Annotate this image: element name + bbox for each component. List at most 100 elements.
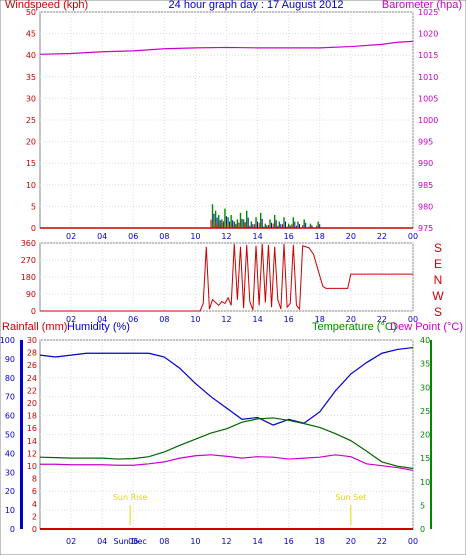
temperature-tick-label: 0 [420, 525, 425, 534]
x-tick-label: 14 [252, 537, 262, 546]
temperature-axis-bar [430, 340, 432, 529]
chart-title: 24 hour graph day : 17 August 2012 [169, 0, 344, 11]
barometer-tick-label: 1000 [418, 116, 438, 125]
rainfall-tick-label: 16 [27, 424, 37, 433]
x-tick-label: 08 [159, 315, 169, 324]
windspeed-tick-label: 50 [26, 8, 36, 17]
x-tick-label: 14 [252, 315, 262, 324]
temperature-tick-label: 5 [420, 501, 425, 510]
panel1-left-ticks: 0 5 10 15 20 25 30 35 40 45 50 [26, 8, 36, 233]
x-tick-label: 06 [128, 537, 138, 546]
dewpoint-line [40, 454, 414, 472]
panel3-x-ticks: 02 04 06 08 10 12 14 16 18 20 22 00 [66, 537, 418, 546]
temperature-tick-label: 40 [420, 336, 430, 345]
direction-tick-label: 90 [26, 290, 36, 299]
x-tick-label: 14 [252, 232, 262, 241]
x-tick-label: 08 [159, 232, 169, 241]
sun-markers: Sun Rise Sun Set Sun Dec [113, 493, 366, 546]
windspeed-tick-label: 45 [26, 30, 36, 39]
temperature-axis-label: Temperature (°C) [312, 321, 396, 333]
humidity-tick-label: 60 [5, 412, 15, 421]
windspeed-tick-label: 20 [26, 138, 36, 147]
x-tick-label: 10 [190, 232, 200, 241]
panel2-series [40, 243, 413, 312]
x-tick-label: 02 [66, 537, 76, 546]
x-tick-label: 08 [159, 537, 169, 546]
x-tick-label: 22 [377, 315, 387, 324]
windspeed-tick-label: 15 [26, 159, 36, 168]
compass-label: S [434, 305, 442, 319]
temperature-ticks: 0 5 10 15 20 25 30 35 40 [420, 336, 430, 534]
windspeed-tick-label: 10 [26, 181, 36, 190]
rainfall-tick-label: 26 [27, 361, 37, 370]
x-tick-label: 18 [315, 537, 325, 546]
sunrise-label: Sun Rise [113, 493, 148, 502]
windspeed-tick-label: 5 [31, 202, 36, 211]
humidity-tick-label: 70 [5, 393, 15, 402]
panel1-grid [40, 11, 414, 229]
temperature-tick-label: 35 [420, 360, 430, 369]
barometer-tick-label: 990 [418, 159, 433, 168]
rainfall-tick-label: 6 [32, 487, 37, 496]
compass-label: N [434, 273, 443, 287]
sunset-label: Sun Set [335, 493, 366, 502]
windspeed-axis-label: Windspeed (kph) [5, 0, 88, 11]
x-tick-label: 18 [315, 232, 325, 241]
x-tick-label: 20 [346, 315, 356, 324]
x-tick-label: 04 [97, 232, 107, 241]
x-tick-label: 12 [221, 232, 231, 241]
direction-tick-label: 0 [31, 307, 36, 316]
wind-direction-line [40, 243, 413, 312]
barometer-tick-label: 1025 [418, 8, 438, 17]
barometer-tick-label: 1010 [418, 73, 438, 82]
rainfall-tick-label: 22 [27, 386, 37, 395]
humidity-axis-bar [20, 340, 23, 529]
barometer-tick-label: 975 [418, 224, 433, 233]
x-tick-label: 00 [408, 537, 418, 546]
humidity-line [39, 346, 414, 426]
temperature-tick-label: 25 [420, 407, 430, 416]
barometer-tick-label: 1005 [418, 94, 438, 103]
rainfall-tick-label: 0 [32, 525, 37, 534]
rainfall-tick-label: 28 [27, 349, 37, 358]
rainfall-axis-label: Rainfall (mm) [2, 321, 67, 333]
panel3-series [39, 346, 414, 530]
compass-label: E [434, 257, 442, 271]
panel1-x-ticks: 02 04 06 08 10 12 14 16 18 20 22 00 [66, 232, 418, 241]
humidity-tick-label: 80 [5, 374, 15, 383]
x-tick-label: 22 [377, 537, 387, 546]
windspeed-tick-label: 40 [26, 51, 36, 60]
x-tick-label: 22 [377, 232, 387, 241]
compass-label: W [432, 289, 444, 303]
temperature-tick-label: 30 [420, 383, 430, 392]
x-tick-label: 12 [221, 315, 231, 324]
x-tick-label: 00 [408, 315, 418, 324]
x-tick-label: 10 [190, 315, 200, 324]
x-tick-label: 04 [97, 315, 107, 324]
humidity-tick-label: 50 [5, 431, 15, 440]
x-tick-label: 02 [66, 232, 76, 241]
humidity-tick-label: 100 [0, 336, 15, 345]
x-tick-label: 00 [408, 232, 418, 241]
x-tick-label: 16 [284, 537, 294, 546]
x-tick-label: 16 [284, 315, 294, 324]
panel2-x-ticks: 02 04 06 08 10 12 14 16 18 20 22 00 [66, 315, 418, 324]
rainfall-tick-label: 14 [27, 437, 37, 446]
x-tick-label: 20 [346, 232, 356, 241]
humidity-tick-label: 10 [5, 506, 15, 515]
x-tick-label: 12 [221, 537, 231, 546]
rainfall-tick-label: 2 [32, 512, 37, 521]
sun-dec-label: Sun Dec [114, 537, 147, 546]
rainfall-tick-label: 10 [27, 462, 37, 471]
temperature-tick-label: 10 [420, 478, 430, 487]
temperature-tick-label: 15 [420, 454, 430, 463]
humidity-tick-label: 40 [5, 449, 15, 458]
temperature-tick-label: 20 [420, 431, 430, 440]
rainfall-tick-label: 24 [27, 374, 37, 383]
rainfall-tick-label: 20 [27, 399, 37, 408]
